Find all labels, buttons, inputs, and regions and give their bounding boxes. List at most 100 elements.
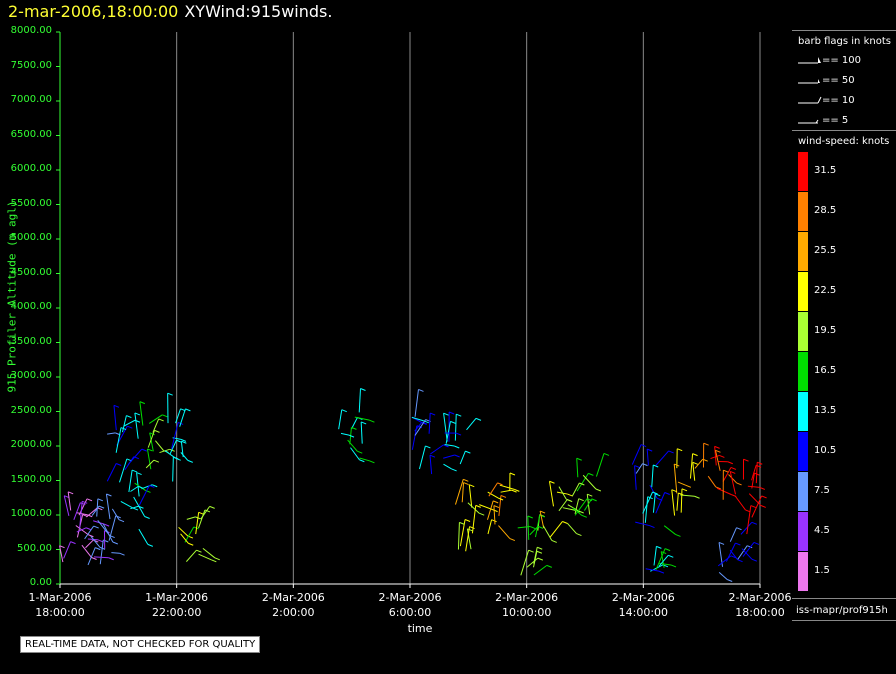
wind-barb-flag [425,445,431,449]
wind-barb-flag [761,495,767,499]
wind-barb-flag [576,533,582,536]
title-name: XYWind:915winds. [184,2,333,21]
wind-barb-cluster [178,505,220,563]
wind-barb [136,472,140,497]
y-tick-label: 6000.00 [10,163,52,174]
wind-barb-flag [551,539,557,543]
wind-barb [520,550,530,576]
wind-barb [185,549,197,562]
wind-barb [147,430,155,448]
flag-legend-row: == 100 [798,54,861,66]
wind-barb [576,473,589,492]
wind-barb-flag [565,498,572,502]
wind-barb [748,493,762,506]
wind-barb [78,498,88,516]
wind-barb-flag [527,515,533,519]
wind-barb [634,465,637,490]
wind-barb [533,564,548,576]
wind-barb-flag [464,519,471,522]
wind-barb [660,551,665,568]
wind-barb-flag [147,543,154,547]
wind-barb [178,526,189,537]
wind-barb [120,500,134,509]
wind-barb-flag [647,496,653,500]
wind-barb-flag [451,468,457,472]
flags-legend-divider [792,30,896,31]
wind-barb-flag [116,463,122,466]
wind-barb-flag [714,445,720,449]
wind-barb-flag [658,570,665,574]
wind-barb-flag [497,497,504,501]
wind-barb-flag [144,516,150,519]
wind-barb-flag [138,505,144,509]
x-tick-label: 2-Mar-2006 2:00:00 [261,591,325,619]
wind-barb-flag [751,521,758,525]
wind-barb [527,515,530,540]
wind-barb [574,498,588,516]
x-tick-label: 2-Mar-2006 14:00:00 [611,591,675,619]
wind-barb [498,525,511,539]
wind-barb-flag [132,507,139,511]
wind-barb-flag [357,450,363,454]
wind-barb [106,463,117,482]
wind-barb-flag [647,448,653,452]
wind-barb-flag [578,510,584,514]
wind-barb-flag [429,454,436,458]
wind-barb-flag [719,454,725,458]
wind-barb [444,444,455,447]
wind-barb-flag [93,525,99,529]
flag-legend-label: == 5 [822,115,849,126]
y-tick-label: 3000.00 [10,370,52,381]
speed-legend-title: wind-speed: knots [798,136,890,147]
wind-barb-flag [119,552,125,556]
y-tick-label: 3500.00 [10,335,52,347]
wind-barb-flag [759,486,766,490]
wind-barb-flag [127,425,133,429]
wind-barb-flag [181,440,187,444]
wind-barb [461,482,465,503]
wind-barb [467,502,480,514]
wind-barb [488,482,498,497]
wind-barb [119,458,128,483]
y-tick-label: 7500.00 [10,59,52,71]
wind-barb-cluster [717,521,760,582]
wind-barb [741,548,753,560]
wind-barb [85,539,94,549]
wind-barb [179,408,186,427]
wind-barb-flag [108,557,114,561]
wind-barb [663,525,676,535]
wind-barb [595,453,605,477]
wind-barb [186,516,196,520]
wind-barb [148,414,163,424]
wind-barb [673,464,678,494]
wind-barb [729,527,737,542]
wind-barb-flag [591,498,597,502]
flag-legend-label: == 10 [822,95,855,106]
wind-barb-flag [204,509,211,513]
wind-barb [428,413,431,434]
wind-barb [184,526,195,543]
wind-barb-flag [465,450,471,454]
wind-barb [548,481,554,507]
wind-barb-flag [656,545,662,549]
wind-barb-flag [730,555,737,559]
wind-barb [59,545,64,563]
wind-barb-flag [528,549,534,553]
colorbar-swatch [798,272,808,311]
wind-barb [111,508,120,520]
colorbar-label: 10.5 [814,445,837,456]
wind-barb-cluster [517,514,553,576]
wind-barb [175,408,182,424]
wind-barb [653,546,657,566]
wind-barb-flag [214,557,220,561]
colorbar-label: 4.5 [814,525,830,536]
wind-barb-flag [497,482,503,486]
wind-barb [459,450,466,465]
wind-barb-flag [536,550,543,554]
y-tick-label: 2000.00 [10,439,52,450]
wind-barb-flag [511,489,517,493]
wind-barb [138,485,150,506]
wind-barb [689,453,694,479]
wind-barb-flag [660,551,667,555]
wind-barb-cluster [134,401,175,470]
